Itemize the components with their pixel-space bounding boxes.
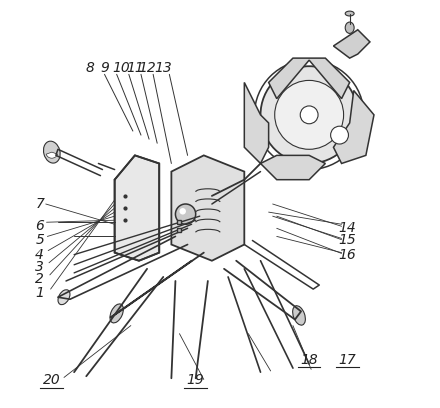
Circle shape bbox=[180, 208, 186, 215]
Text: 2: 2 bbox=[35, 272, 44, 286]
Text: 20: 20 bbox=[43, 373, 61, 387]
Text: 15: 15 bbox=[339, 233, 356, 248]
Polygon shape bbox=[171, 155, 244, 261]
Polygon shape bbox=[260, 155, 325, 180]
Text: 3: 3 bbox=[35, 260, 44, 274]
Text: 18: 18 bbox=[300, 353, 318, 367]
Text: 10: 10 bbox=[112, 61, 130, 75]
Ellipse shape bbox=[293, 306, 305, 325]
Text: 14: 14 bbox=[339, 221, 356, 235]
Text: 19: 19 bbox=[187, 373, 205, 387]
Polygon shape bbox=[115, 155, 159, 261]
Text: 11: 11 bbox=[126, 61, 144, 75]
Text: 17: 17 bbox=[339, 353, 356, 367]
Ellipse shape bbox=[58, 290, 70, 305]
Text: 5: 5 bbox=[35, 233, 44, 248]
Ellipse shape bbox=[110, 304, 123, 323]
Text: 6: 6 bbox=[35, 219, 44, 233]
Polygon shape bbox=[334, 91, 374, 164]
Circle shape bbox=[260, 66, 358, 164]
Ellipse shape bbox=[44, 141, 60, 163]
Text: 8: 8 bbox=[86, 61, 95, 75]
Polygon shape bbox=[334, 30, 370, 58]
Circle shape bbox=[330, 126, 348, 144]
Ellipse shape bbox=[345, 11, 354, 16]
Text: 9: 9 bbox=[100, 61, 109, 75]
Text: 12: 12 bbox=[138, 61, 156, 75]
Polygon shape bbox=[244, 82, 269, 164]
Text: 13: 13 bbox=[154, 61, 172, 75]
Circle shape bbox=[176, 204, 196, 224]
Circle shape bbox=[300, 106, 318, 124]
Ellipse shape bbox=[345, 22, 354, 33]
Circle shape bbox=[275, 80, 344, 149]
Wedge shape bbox=[46, 152, 58, 158]
Text: 4: 4 bbox=[35, 248, 44, 262]
Polygon shape bbox=[269, 58, 350, 99]
Text: 1: 1 bbox=[35, 286, 44, 300]
Text: 7: 7 bbox=[35, 197, 44, 211]
Text: 16: 16 bbox=[339, 248, 356, 262]
